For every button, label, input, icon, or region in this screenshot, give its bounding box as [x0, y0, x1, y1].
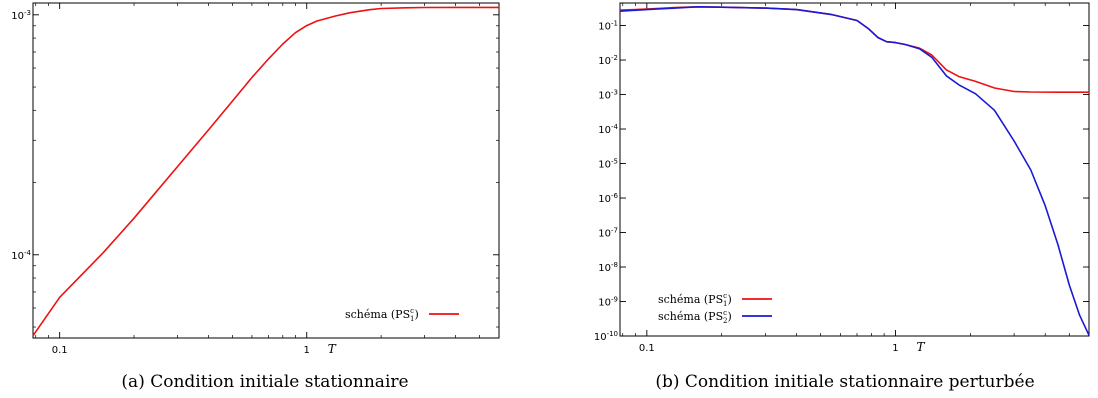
series-line-2 — [619, 6, 1090, 336]
y-tick-label: 10-3 — [11, 9, 31, 22]
y-tick-label: 10-7 — [598, 227, 618, 240]
y-tick-label: 10-3 — [598, 89, 618, 102]
chart-a: 0.1 1 T 10-3 10-4 schéma (PSc 1) — [11, 2, 500, 356]
y-tick-label: 10-4 — [11, 249, 31, 262]
x-tick-label: 0.1 — [639, 343, 655, 354]
plot-frame — [619, 2, 1090, 337]
y-tick-label: 10-1 — [598, 20, 618, 33]
x-tick-label: 1 — [304, 345, 310, 356]
y-tick-label: 10-8 — [598, 261, 618, 274]
x-tick-label: 1 — [892, 343, 898, 354]
caption-b: (b) Condition initiale stationnaire pert… — [655, 372, 1034, 392]
series-line-1 — [32, 6, 499, 337]
y-tick-label: 10-6 — [598, 192, 618, 205]
chart-b: 0.1 1 T 10-1 10-2 10-3 10-4 10-5 10-6 10-7 10-8 10-… — [594, 2, 1090, 354]
legend-label-2: schéma (PSc 2) — [658, 309, 732, 325]
x-axis-label: T — [916, 340, 925, 354]
y-tick-label: 10-4 — [598, 123, 618, 136]
legend-label-1: schéma (PSc 1) — [658, 292, 732, 308]
legend-label-1: schéma (PSc 1) — [345, 307, 419, 323]
plot-frame — [32, 2, 500, 339]
x-tick-label: 0.1 — [52, 345, 68, 356]
y-tick-label: 10-9 — [598, 296, 618, 309]
x-axis-label: T — [328, 342, 337, 356]
y-tick-label: 10-2 — [598, 54, 618, 67]
y-tick-label: 10-5 — [598, 158, 618, 171]
caption-a: (a) Condition initiale stationnaire — [121, 372, 408, 392]
y-tick-label: 10-10 — [594, 330, 618, 343]
